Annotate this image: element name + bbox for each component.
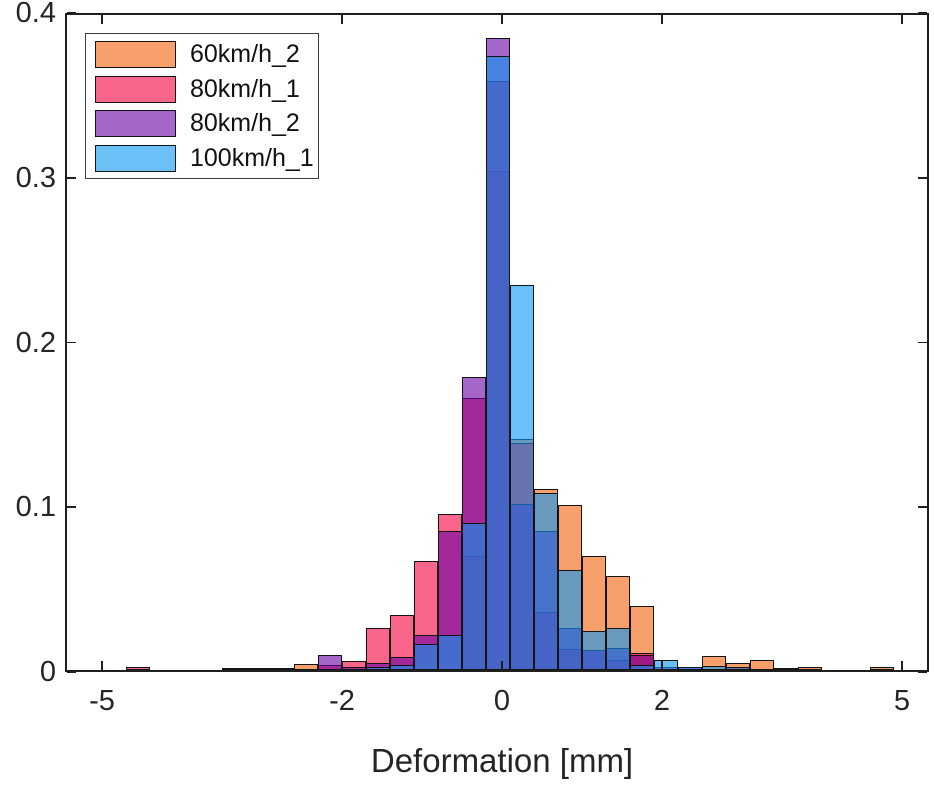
tick-mark [67,176,76,179]
tick-mark [918,12,927,14]
histogram-bar-100km/h_1 [630,665,654,670]
legend-label: 60km/h_2 [190,40,300,68]
tick-mark [341,15,343,24]
tick-mark [918,671,927,673]
histogram-bar-100km/h_1 [390,665,414,670]
histogram-bar-100km/h_1 [534,493,558,670]
histogram-bars-layer [67,15,927,670]
histogram-bar-100km/h_1 [438,634,462,670]
x-tick-label: 0 [493,685,511,717]
histogram-bar-100km/h_1 [270,667,294,670]
x-tick-label: 2 [653,685,671,717]
histogram-bar-100km/h_1 [702,665,726,670]
tick-mark [918,506,927,509]
tick-mark [67,12,76,14]
histogram-bar-100km/h_1 [558,569,582,670]
x-tick-label: -5 [89,685,115,717]
histogram-bar-80km/h_2 [774,668,798,670]
tick-mark [101,15,103,24]
tick-mark [67,671,76,673]
histogram-bar-100km/h_1 [726,666,750,670]
histogram-bar-60km/h_2 [294,664,318,670]
tick-mark [661,15,663,24]
legend-swatch-80km/h_2 [95,110,176,137]
histogram-bar-100km/h_1 [678,666,702,670]
x-axis-label: Deformation [mm] [370,742,634,779]
y-tick-label: 0 [39,656,56,688]
histogram-bar-100km/h_1 [366,666,390,670]
legend-row: 80km/h_2 [95,110,315,137]
histogram-bar-100km/h_1 [582,631,606,670]
histogram-bar-100km/h_1 [414,643,438,670]
legend-swatch-100km/h_1 [95,144,176,172]
legend-label: 80km/h_2 [190,109,300,137]
tick-mark [101,661,103,670]
histogram-bar-80km/h_1 [246,667,270,670]
y-tick-label: 0.2 [15,326,56,359]
x-tick-label: 5 [893,685,911,717]
legend: 60km/h_2 80km/h_1 80km/h_2 100km/h_1 [85,33,319,179]
tick-mark [901,15,903,24]
legend-row: 100km/h_1 [95,143,315,172]
y-tick-label: 0.3 [15,161,56,194]
legend-row: 80km/h_1 [95,74,315,103]
tick-mark [661,661,663,670]
tick-mark [501,15,503,24]
histogram-bar-100km/h_1 [462,523,486,670]
tick-mark [341,661,343,670]
histogram-bar-80km/h_2 [318,655,342,670]
histogram-bar-100km/h_1 [606,628,630,670]
y-tick-label: 0.1 [15,491,56,524]
y-tick-label: 0.4 [15,0,56,29]
legend-label: 80km/h_1 [190,74,300,103]
tick-mark [918,341,927,344]
histogram-bar-60km/h_2 [798,667,822,670]
x-tick-label: -2 [329,685,355,717]
plot-area [65,13,929,672]
tick-mark [501,661,503,670]
histogram-bar-80km/h_1 [126,667,150,670]
histogram-bar-60km/h_2 [870,667,894,670]
tick-mark [918,176,927,179]
histogram-bar-100km/h_1 [654,659,678,670]
tick-mark [901,661,903,670]
histogram-bar-60km/h_2 [750,659,774,670]
legend-swatch-60km/h_2 [95,41,176,68]
legend-label: 100km/h_1 [190,143,314,172]
legend-row: 60km/h_2 [95,41,315,68]
histogram-bar-100km/h_1 [510,284,534,670]
histogram-bar-100km/h_1 [486,55,510,670]
tick-mark [67,341,76,344]
histogram-bar-80km/h_1 [366,628,390,670]
histogram-bar-80km/h_2 [342,666,366,670]
legend-swatch-80km/h_1 [95,75,176,103]
tick-mark [67,506,76,509]
histogram-bar-60km/h_2 [222,667,246,670]
